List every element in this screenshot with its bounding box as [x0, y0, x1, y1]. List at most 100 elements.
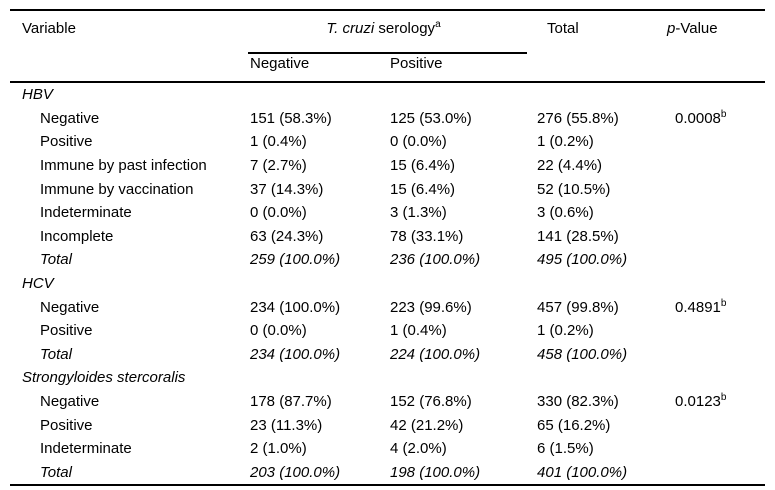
row-label: Total — [40, 251, 72, 269]
cell-pvalue — [650, 177, 765, 201]
cell-total: 65 (16.2%) — [537, 416, 611, 434]
cell-positive: 3 (1.3%) — [390, 204, 447, 222]
table-row: Immune by vaccination 37 (14.3%) 15 (6.4… — [10, 177, 765, 201]
cell-negative: 259 (100.0%) — [250, 251, 341, 269]
cell-total: 1 (0.2%) — [537, 133, 594, 151]
footnote-marker-a: a — [435, 19, 441, 30]
row-label: Positive — [40, 322, 93, 340]
table-row: Incomplete 63 (24.3%) 78 (33.1%) 141 (28… — [10, 225, 765, 249]
cell-pvalue — [650, 461, 765, 486]
cell-total: 1 (0.2%) — [537, 322, 594, 340]
row-label: Negative — [40, 109, 100, 127]
table-row: Positive 23 (11.3%) 42 (21.2%) 65 (16.2%… — [10, 413, 765, 437]
cell-negative: 37 (14.3%) — [250, 180, 324, 198]
cell-pvalue — [650, 413, 765, 437]
cell-positive: 1 (0.4%) — [390, 322, 447, 340]
data-table: Variable T. cruzi serologya Total p-Valu… — [10, 9, 766, 487]
total-row: Total 203 (100.0%) 198 (100.0%) 401 (100… — [10, 461, 765, 486]
serology-results-table: Variable T. cruzi serologya Total p-Valu… — [10, 9, 766, 487]
table-row: Negative 151 (58.3%) 125 (53.0%) 276 (55… — [10, 107, 765, 131]
cell-positive: 152 (76.8%) — [390, 393, 472, 411]
col-header-serology-group: T. cruzi serologya — [240, 10, 528, 54]
total-row: Total 259 (100.0%) 236 (100.0%) 495 (100… — [10, 248, 765, 272]
cell-pvalue — [650, 248, 765, 272]
table-row: Negative 178 (87.7%) 152 (76.8%) 330 (82… — [10, 390, 765, 414]
footnote-marker-b: b — [720, 108, 727, 120]
cell-negative: 203 (100.0%) — [250, 463, 341, 481]
cell-pvalue — [650, 225, 765, 249]
row-label: Incomplete — [40, 227, 114, 245]
cell-positive: 224 (100.0%) — [390, 345, 481, 363]
cell-pvalue — [650, 343, 765, 367]
row-label: Positive — [40, 133, 93, 151]
table-row: Negative 234 (100.0%) 223 (99.6%) 457 (9… — [10, 295, 765, 319]
section-row-hbv: HBV — [10, 82, 765, 107]
cell-pvalue — [650, 130, 765, 154]
section-row-hcv: HCV — [10, 272, 765, 296]
row-label: Indeterminate — [40, 440, 132, 458]
row-label: Immune by vaccination — [40, 180, 194, 198]
header-row-sub: Negative Positive — [10, 54, 765, 83]
col-header-positive: Positive — [380, 54, 528, 83]
cell-pvalue — [650, 201, 765, 225]
footnote-marker-b: b — [720, 392, 727, 404]
cell-total: 276 (55.8%) — [537, 109, 619, 127]
cell-negative: 23 (11.3%) — [250, 416, 323, 434]
row-label: Total — [40, 345, 72, 363]
cell-positive: 15 (6.4%) — [390, 180, 456, 198]
table-row: Positive 1 (0.4%) 0 (0.0%) 1 (0.2%) — [10, 130, 765, 154]
col-header-negative: Negative — [240, 54, 380, 83]
cell-total: 6 (1.5%) — [537, 440, 594, 458]
cell-positive: 198 (100.0%) — [390, 463, 481, 481]
pvalue-p-label: p — [667, 20, 676, 37]
col-header-variable: Variable — [10, 10, 240, 83]
cell-total: 458 (100.0%) — [537, 345, 628, 363]
cell-total: 141 (28.5%) — [537, 227, 619, 245]
table-row: Indeterminate 0 (0.0%) 3 (1.3%) 3 (0.6%) — [10, 201, 765, 225]
cell-positive: 78 (33.1%) — [390, 227, 464, 245]
cell-positive: 236 (100.0%) — [390, 251, 481, 269]
table-row: Immune by past infection 7 (2.7%) 15 (6.… — [10, 154, 765, 178]
footnote-marker-b: b — [720, 297, 727, 309]
cell-negative: 0 (0.0%) — [250, 322, 307, 340]
cell-negative: 2 (1.0%) — [250, 440, 307, 458]
cell-positive: 15 (6.4%) — [390, 157, 456, 175]
section-label: HBV — [22, 86, 53, 104]
cell-negative: 234 (100.0%) — [250, 345, 341, 363]
cell-pvalue: 0.4891b — [675, 297, 727, 316]
cell-negative: 178 (87.7%) — [250, 393, 332, 411]
cell-negative: 1 (0.4%) — [250, 133, 307, 151]
row-label: Negative — [40, 393, 100, 411]
cell-positive: 223 (99.6%) — [390, 298, 472, 316]
total-row: Total 234 (100.0%) 224 (100.0%) 458 (100… — [10, 343, 765, 367]
cell-pvalue: 0.0123b — [675, 392, 727, 411]
cell-total: 401 (100.0%) — [537, 463, 628, 481]
section-label: Strongyloides stercoralis — [22, 369, 186, 387]
section-row-strongyloides: Strongyloides stercoralis — [10, 366, 765, 390]
cell-total: 457 (99.8%) — [537, 298, 619, 316]
cell-negative: 234 (100.0%) — [250, 298, 341, 316]
cell-positive: 42 (21.2%) — [390, 416, 464, 434]
cell-negative: 63 (24.3%) — [250, 227, 324, 245]
serology-label: serology — [374, 20, 436, 37]
cell-total: 3 (0.6%) — [537, 204, 594, 222]
row-label: Total — [40, 463, 72, 481]
cell-negative: 7 (2.7%) — [250, 157, 307, 175]
cell-pvalue — [650, 437, 765, 461]
cell-pvalue — [650, 154, 765, 178]
section-label: HCV — [22, 275, 54, 293]
cell-total: 22 (4.4%) — [537, 157, 603, 175]
table-row: Positive 0 (0.0%) 1 (0.4%) 1 (0.2%) — [10, 319, 765, 343]
row-label: Immune by past infection — [40, 157, 207, 175]
row-label: Indeterminate — [40, 204, 132, 222]
table-row: Indeterminate 2 (1.0%) 4 (2.0%) 6 (1.5%) — [10, 437, 765, 461]
serology-species-label: T. cruzi — [326, 20, 375, 37]
cell-negative: 151 (58.3%) — [250, 109, 332, 127]
cell-positive: 0 (0.0%) — [390, 133, 447, 151]
cell-pvalue: 0.0008b — [675, 108, 727, 127]
cell-positive: 125 (53.0%) — [390, 109, 472, 127]
pvalue-label: -Value — [675, 20, 718, 37]
cell-total: 52 (10.5%) — [537, 180, 611, 198]
cell-negative: 0 (0.0%) — [250, 204, 307, 222]
cell-positive: 4 (2.0%) — [390, 440, 447, 458]
